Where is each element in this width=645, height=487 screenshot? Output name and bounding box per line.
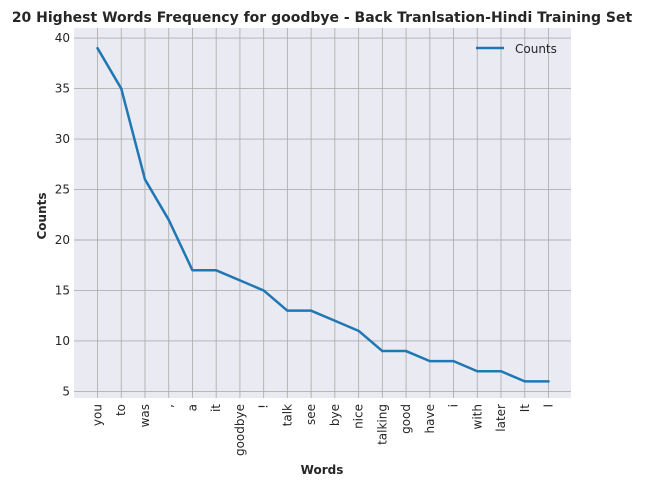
- x-tick-label-10: bye: [328, 404, 342, 426]
- x-tick-label-9: see: [304, 404, 318, 425]
- x-tick-label-13: good: [399, 404, 413, 434]
- y-tick-label-5: 5: [62, 384, 70, 398]
- x-tick-label-17: later: [494, 404, 508, 432]
- x-tick-label-12: talking: [375, 404, 389, 445]
- y-tick-label-25: 25: [55, 183, 70, 197]
- x-tick-label-14: have: [423, 404, 437, 433]
- y-tick-label-10: 10: [55, 334, 70, 348]
- y-tick-label-35: 35: [55, 82, 70, 96]
- x-axis-title: Words: [301, 463, 344, 477]
- x-tick-label-6: goodbye: [233, 404, 247, 456]
- y-axis: 5 10 15 20 25 30 35 40: [55, 31, 70, 398]
- x-tick-label-2: was: [138, 404, 152, 427]
- plot-area: [74, 28, 571, 398]
- legend: Counts: [476, 42, 557, 56]
- x-tick-label-4: a: [185, 404, 199, 411]
- series-line-0: [96, 46, 550, 383]
- x-axis: you to was, a it goodbye! talk see bye nice talkin…: [91, 404, 556, 456]
- x-tick-label-7: !: [257, 404, 271, 409]
- series-layer: [96, 46, 550, 383]
- x-tick-label-18: It: [518, 404, 532, 413]
- x-tick-label-0: you: [91, 404, 105, 426]
- y-tick-label-30: 30: [55, 132, 70, 146]
- legend-label-counts: Counts: [515, 42, 557, 56]
- y-tick-label-15: 15: [55, 283, 70, 297]
- y-tick-label-40: 40: [55, 31, 70, 45]
- chart-title: 20 Highest Words Frequency for goodbye -…: [12, 10, 633, 26]
- x-tick-label-15: i: [447, 404, 461, 407]
- x-tick-label-1: to: [114, 404, 128, 416]
- grid: [74, 28, 571, 398]
- x-tick-label-5: it: [209, 404, 223, 412]
- x-tick-label-11: nice: [352, 404, 366, 429]
- y-tick-label-20: 20: [55, 233, 70, 247]
- x-tick-label-8: talk: [280, 404, 294, 426]
- x-tick-label-19: I: [542, 404, 556, 408]
- x-tick-label-16: with: [470, 404, 484, 429]
- y-axis-title: Counts: [35, 192, 49, 239]
- x-tick-label-3: ,: [162, 404, 176, 408]
